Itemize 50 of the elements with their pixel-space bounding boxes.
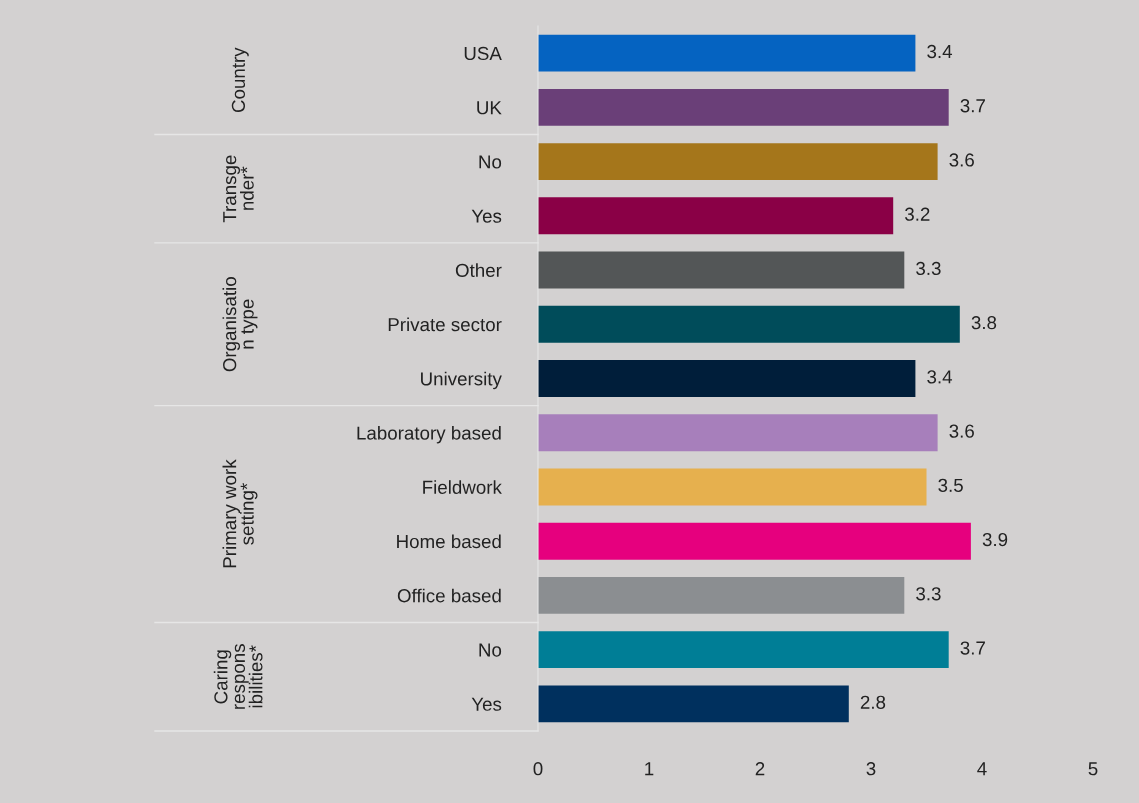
y-tick-label: University: [421, 371, 502, 390]
y-tick-label: No: [479, 155, 502, 169]
data-label: 3.7: [960, 641, 985, 655]
x-tick-label: 2: [755, 762, 765, 776]
y-tick-label: UK: [477, 101, 502, 115]
bar: [538, 685, 849, 723]
y-tick-label: Yes: [471, 209, 502, 223]
y-tick-label: Fieldwork: [423, 480, 502, 494]
data-label: 3.2: [905, 207, 930, 221]
y-tick-label: USA: [464, 46, 502, 61]
data-label: 3.4: [927, 370, 953, 384]
y-tick-label: Office based: [397, 588, 501, 603]
text: Country: [231, 47, 249, 113]
data-label: 3.8: [971, 316, 997, 330]
x-tick-label: 0: [533, 762, 543, 776]
text: Primary work setting*: [222, 459, 258, 568]
text: Organisatio n type: [222, 277, 258, 372]
bar: [538, 251, 905, 289]
x-tick-label: 5: [1088, 762, 1098, 776]
data-label: 3.3: [916, 587, 941, 601]
data-label: 2.8: [860, 695, 886, 709]
bar: [538, 34, 916, 72]
y-tick-label: Yes: [471, 697, 502, 711]
data-label: 3.6: [949, 153, 974, 167]
bar: [538, 522, 971, 560]
data-label: 3.3: [916, 261, 941, 276]
y-tick-label: No: [479, 643, 502, 657]
data-label: 3.4: [927, 44, 953, 59]
y-tick-label: Private sector: [388, 317, 502, 332]
x-tick-label: 4: [977, 762, 987, 776]
bar: [538, 414, 938, 452]
text: Caring respons ibilities*: [213, 644, 263, 709]
data-label: 3.6: [949, 424, 974, 438]
bar: [538, 143, 938, 181]
data-label: 3.7: [960, 99, 985, 113]
data-label: 3.5: [938, 478, 963, 492]
y-tick-label: Home based: [397, 534, 501, 549]
text: Transge nder*: [223, 155, 254, 223]
bar: [538, 360, 916, 397]
x-tick-label: 3: [866, 762, 876, 776]
bar: [538, 88, 949, 126]
y-tick-label: Other: [455, 263, 502, 278]
bar: [538, 576, 905, 614]
data-label: 3.9: [982, 532, 1008, 547]
y-tick-label: Laboratory based: [357, 425, 501, 444]
bar: [538, 197, 894, 235]
x-tick-label: 1: [645, 762, 654, 776]
bar: [538, 631, 949, 669]
bar: [538, 468, 927, 506]
bar: [538, 305, 960, 343]
